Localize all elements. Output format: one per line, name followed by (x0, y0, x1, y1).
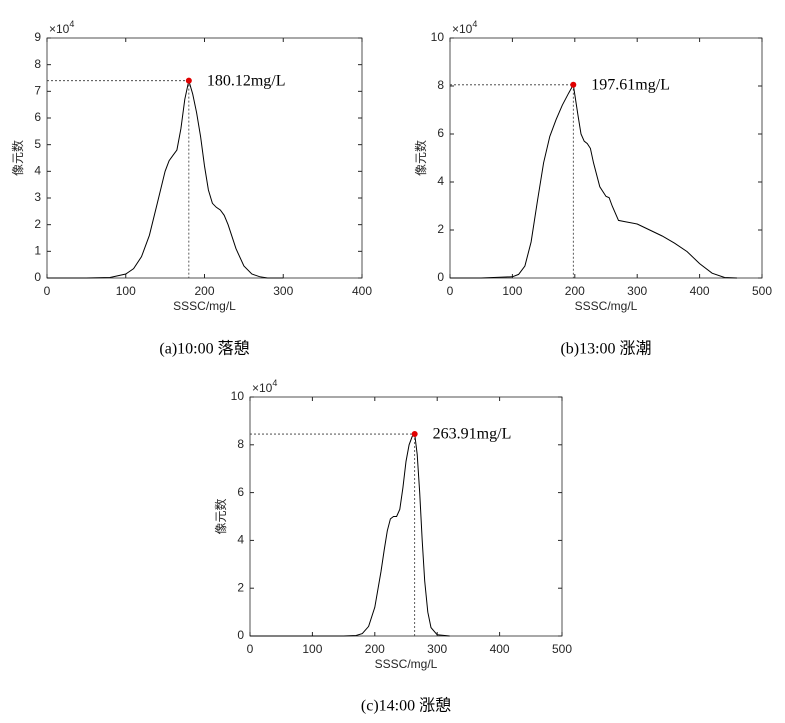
y-scale-base: ×10 (252, 381, 273, 395)
x-tick-label: 100 (502, 284, 522, 298)
x-axis-label: SSSC/mg/L (375, 657, 438, 671)
y-scale-base: ×10 (452, 22, 473, 36)
y-scale-base: ×10 (49, 22, 70, 36)
y-scale-exponent: 4 (69, 19, 74, 29)
y-tick-label: 0 (34, 270, 41, 284)
x-tick-label: 300 (627, 284, 647, 298)
y-tick-label: 0 (437, 270, 444, 284)
y-scale-exponent: 4 (472, 19, 477, 29)
y-scale-exponent: 4 (272, 378, 277, 388)
caption: (b)13:00 涨潮 (560, 340, 651, 358)
x-tick-label: 400 (490, 642, 510, 656)
caption: (c)14:00 涨憩 (361, 697, 451, 715)
y-scale-label: ×104 (49, 19, 74, 36)
y-tick-label: 3 (34, 190, 41, 204)
axes-box (449, 37, 763, 279)
peak-point (411, 431, 418, 438)
x-tick-label: 400 (690, 284, 710, 298)
x-tick-label: 500 (752, 284, 772, 298)
y-tick-label: 9 (34, 30, 41, 44)
curve (250, 432, 450, 637)
peak-point (185, 77, 192, 84)
x-axis-label: SSSC/mg/L (575, 299, 638, 313)
y-tick-label: 5 (34, 137, 41, 151)
y-tick-label: 0 (237, 628, 244, 642)
y-tick-label: 6 (237, 485, 244, 499)
x-tick-label: 400 (352, 284, 372, 298)
y-tick-label: 1 (34, 244, 41, 258)
x-tick-label: 200 (565, 284, 585, 298)
y-tick-label: 6 (34, 110, 41, 124)
y-scale-label: ×104 (452, 19, 477, 36)
y-tick-label: 2 (437, 222, 444, 236)
curve (47, 80, 284, 279)
x-tick-label: 200 (365, 642, 385, 656)
y-axis-label: 像元数 (10, 140, 25, 176)
x-axis-label: SSSC/mg/L (173, 299, 236, 313)
y-tick-label: 10 (431, 30, 445, 44)
axes-box (46, 37, 363, 279)
x-tick-label: 0 (447, 284, 454, 298)
y-tick-label: 4 (237, 533, 244, 547)
x-tick-label: 500 (552, 642, 572, 656)
x-tick-label: 300 (273, 284, 293, 298)
y-tick-label: 2 (237, 580, 244, 594)
x-tick-label: 0 (44, 284, 51, 298)
y-tick-label: 6 (437, 126, 444, 140)
y-tick-label: 4 (34, 164, 41, 178)
y-tick-label: 7 (34, 84, 41, 98)
x-tick-label: 300 (427, 642, 447, 656)
peak-label: 263.91mg/L (433, 426, 512, 443)
x-tick-label: 200 (194, 284, 214, 298)
y-axis-label: 像元数 (413, 140, 428, 176)
peak-label: 180.12mg/L (207, 72, 286, 89)
y-scale-label: ×104 (252, 378, 277, 395)
y-tick-label: 8 (34, 57, 41, 71)
y-axis-label: 像元数 (213, 498, 228, 534)
caption: (a)10:00 落憩 (159, 340, 249, 358)
y-tick-label: 10 (231, 389, 245, 403)
y-tick-label: 4 (437, 174, 444, 188)
x-tick-label: 0 (247, 642, 254, 656)
x-tick-label: 100 (116, 284, 136, 298)
y-tick-label: 8 (437, 78, 444, 92)
axes-box (249, 396, 563, 637)
peak-point (570, 81, 577, 88)
x-tick-label: 100 (302, 642, 322, 656)
peak-label: 197.61mg/L (591, 76, 670, 93)
curve (450, 83, 738, 279)
y-tick-label: 2 (34, 217, 41, 231)
y-tick-label: 8 (237, 437, 244, 451)
